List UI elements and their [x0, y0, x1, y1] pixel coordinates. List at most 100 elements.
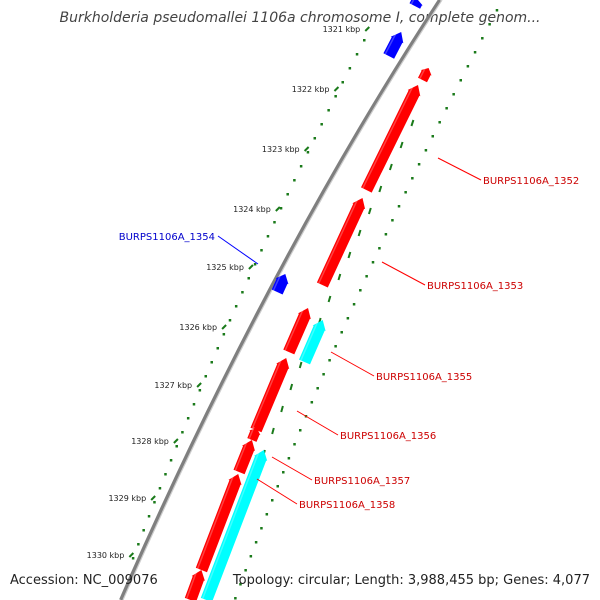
gene-label-leader	[331, 352, 374, 376]
ruler-dot	[385, 233, 388, 236]
ruler-dot	[273, 221, 276, 224]
ruler-dot	[199, 389, 202, 392]
ruler-dot	[365, 275, 368, 278]
ruler-dot	[452, 93, 455, 96]
ruler-tick	[411, 120, 413, 126]
ruler-dot	[164, 473, 167, 476]
ruler-dot	[349, 67, 352, 70]
ruler-dot	[411, 177, 414, 180]
gene-label-leader	[382, 262, 425, 285]
ruler-label: 1325 kbp	[206, 263, 244, 272]
ruler-dot	[327, 109, 330, 112]
ruler-major-tick	[276, 207, 280, 211]
ruler-major-tick	[129, 553, 133, 557]
gene-label-leader	[438, 158, 481, 180]
ruler-dot	[250, 555, 253, 558]
ruler-dot	[193, 403, 196, 406]
gene-label: BURPS1106A_1357	[314, 476, 410, 487]
ruler-dot	[445, 107, 448, 110]
ruler-tick	[401, 142, 403, 148]
gene-label-leader	[272, 457, 312, 480]
ruler-dot	[356, 53, 359, 56]
ruler-label: 1321 kbp	[323, 25, 361, 34]
ruler-dot	[175, 445, 178, 448]
ruler-dot	[363, 39, 366, 42]
ruler-dot	[307, 151, 310, 154]
ruler-dot	[223, 333, 226, 336]
ruler-dot	[404, 191, 407, 194]
ruler-dot	[300, 165, 303, 168]
ruler-dot	[311, 401, 314, 404]
ruler-dot	[432, 135, 435, 138]
ruler-major-tick	[365, 27, 369, 31]
ruler-dot	[187, 417, 190, 420]
ruler-dot	[467, 65, 470, 68]
ruler-tick	[300, 362, 302, 368]
ruler-dot	[159, 487, 162, 490]
ruler-dot	[372, 261, 375, 264]
ruler-dot	[282, 471, 285, 474]
gene-label: BURPS1106A_1354	[119, 232, 215, 243]
ruler-dot	[137, 543, 140, 546]
gene-label: BURPS1106A_1352	[483, 176, 579, 187]
ruler-tick	[359, 230, 361, 236]
ruler-tick	[379, 186, 381, 192]
ruler-dot	[474, 51, 477, 54]
ruler-tick	[329, 296, 331, 302]
ruler-dot	[260, 249, 263, 252]
ruler-dot	[418, 163, 421, 166]
gene-label: BURPS1106A_1353	[427, 281, 523, 292]
ruler-tick	[390, 164, 392, 170]
ruler-major-tick	[334, 87, 338, 91]
gene-label-leader	[297, 411, 338, 435]
accession-text: Accession: NC_009076	[10, 573, 158, 588]
ruler-dot	[229, 319, 232, 322]
ruler-major-tick	[249, 265, 253, 269]
ruler-dot	[244, 569, 247, 572]
ruler-dot	[235, 305, 238, 308]
gene-arrow-1352	[361, 85, 420, 193]
ruler-dot	[255, 541, 257, 544]
gene-shading	[319, 196, 359, 283]
ruler-dot	[276, 485, 279, 488]
ruler-dot	[247, 277, 250, 280]
ruler-dot	[459, 79, 462, 82]
ruler-dot	[299, 429, 302, 432]
ruler-tick	[338, 274, 340, 280]
ruler-dot	[254, 263, 257, 266]
ruler-dot	[328, 359, 331, 362]
ruler-dot	[266, 513, 269, 516]
ruler-dot	[314, 137, 317, 140]
ruler-dot	[205, 375, 208, 378]
gene-label-leader	[218, 236, 258, 264]
gene-arrow-reverse-edge	[410, 0, 423, 9]
ruler-dot	[481, 37, 484, 40]
ruler-dot	[217, 347, 220, 350]
topology-text: Topology: circular; Length: 3,988,455 bp…	[233, 573, 590, 588]
ruler-dot	[316, 387, 319, 390]
ruler-dot	[267, 235, 270, 238]
gene-label: BURPS1106A_1355	[376, 372, 472, 383]
ruler-tick	[369, 208, 371, 214]
ruler-label: 1327 kbp	[154, 381, 192, 390]
ruler-tick	[281, 406, 283, 412]
ruler-dot	[234, 597, 237, 600]
ruler-dot	[334, 95, 337, 98]
ruler-dot	[334, 345, 337, 348]
ruler-dot	[170, 459, 173, 462]
ruler-dot	[378, 247, 381, 250]
ruler-label: 1328 kbp	[131, 437, 169, 446]
gene-arrow-1353	[317, 198, 365, 288]
ruler-tick	[272, 428, 274, 434]
ruler-dot	[340, 331, 343, 334]
gene-arrow-1356	[251, 358, 290, 432]
ruler-dot	[142, 529, 145, 532]
ruler-label: 1326 kbp	[179, 323, 217, 332]
ruler-dot	[241, 291, 244, 294]
ruler-dot	[153, 501, 156, 504]
ruler-dot	[398, 205, 401, 208]
gene-label: BURPS1106A_1358	[299, 500, 395, 511]
ruler-dot	[286, 193, 289, 196]
ruler-dot	[181, 431, 184, 434]
